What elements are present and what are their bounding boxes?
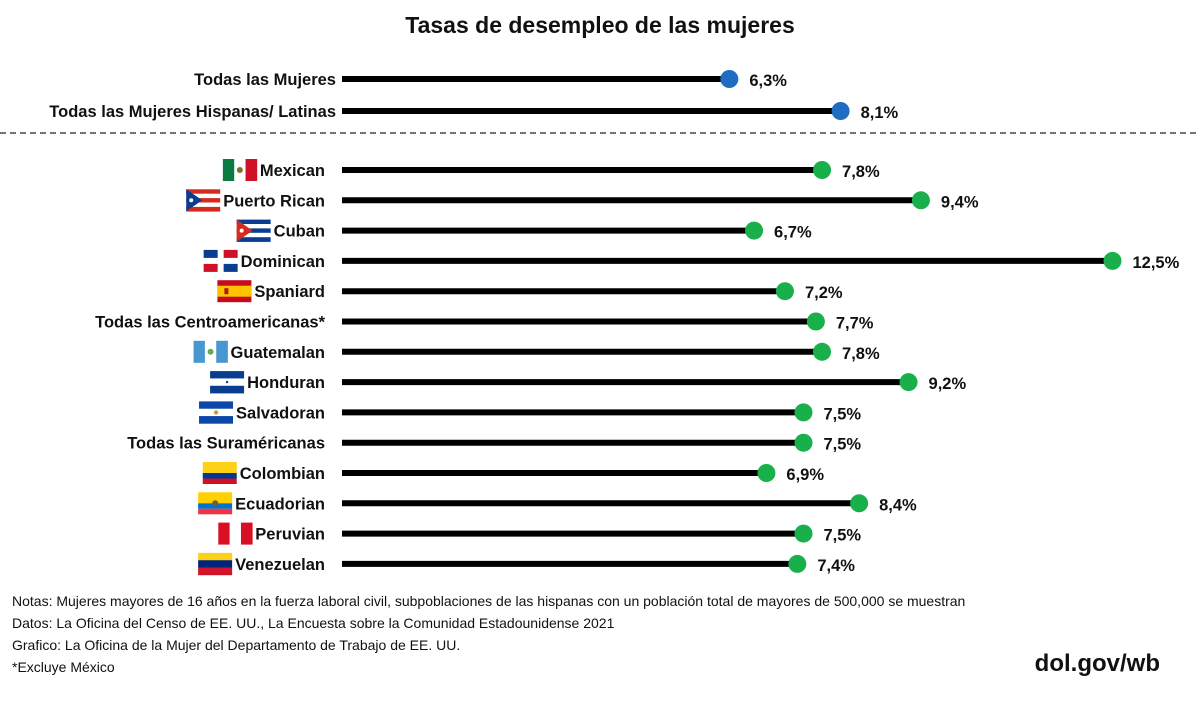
spain-flag-icon [217, 280, 252, 303]
row-honduran: Honduran 9,2% [210, 371, 967, 394]
data-point [806, 312, 825, 331]
data-label: 9,4% [941, 193, 979, 211]
data-label: 6,3% [749, 72, 787, 90]
data-point [757, 464, 776, 482]
data-label: 8,1% [861, 104, 899, 122]
data-label: 7,5% [824, 527, 862, 545]
brand-url: dol.gov/wb [1034, 650, 1160, 677]
data-label: 7,2% [805, 284, 843, 302]
venezuela-flag-icon [198, 552, 233, 576]
category-label: Cuban [274, 223, 325, 241]
honduras-flag-icon [210, 371, 245, 394]
peru-flag-icon [218, 522, 253, 545]
cuba-flag-icon [236, 219, 271, 242]
puerto-rico-flag-icon [186, 189, 221, 212]
note-notas: Notas: Mujeres mayores de 16 años en la … [12, 593, 966, 609]
row-venezuelan: Venezuelan 7,4% [198, 552, 855, 576]
row-dominican: Dominican 12,5% [203, 249, 1180, 272]
data-label: 7,8% [842, 345, 880, 363]
category-label: Salvadoran [236, 404, 325, 422]
category-label: Puerto Rican [223, 192, 325, 210]
row-salvadoran: Salvadoran 7,5% [199, 401, 862, 424]
row-ecuadorian: Ecuadorian 8,4% [198, 492, 917, 515]
row-todas-las-mujeres-hispanas-latinas: Todas las Mujeres Hispanas/ Latinas 8,1% [49, 102, 899, 122]
row-todas-las-suram-ricanas: Todas las Suraméricanas 7,5% [127, 433, 862, 454]
mexico-flag-icon [222, 159, 258, 181]
data-point [794, 403, 813, 422]
row-colombian: Colombian 6,9% [202, 462, 824, 484]
category-label: Ecuadorian [235, 495, 325, 513]
data-point [720, 70, 739, 88]
category-label: Venezuelan [235, 556, 325, 574]
data-point [775, 282, 794, 301]
data-point [850, 494, 869, 513]
data-label: 7,7% [836, 315, 874, 333]
note-datos: Datos: La Oficina del Censo de EE. UU., … [12, 615, 615, 631]
note-grafico: Grafico: La Oficina de la Mujer del Depa… [12, 637, 461, 653]
data-point [794, 524, 813, 543]
row-todas-las-centroamericanas-: Todas las Centroamericanas* 7,7% [95, 312, 874, 333]
chart-title: Tasas de desempleo de las mujeres [405, 12, 795, 38]
row-guatemalan: Guatemalan 7,8% [193, 340, 880, 363]
data-label: 7,5% [824, 436, 862, 454]
data-label: 8,4% [879, 496, 917, 514]
row-puerto-rican: Puerto Rican 9,4% [186, 189, 979, 212]
data-label: 12,5% [1133, 254, 1180, 272]
data-point [899, 373, 918, 392]
data-point [1103, 251, 1122, 270]
footnotes: Notas: Mujeres mayores de 16 años en la … [12, 590, 1162, 678]
row-todas-las-mujeres: Todas las Mujeres 6,3% [194, 70, 787, 90]
data-label: 7,8% [842, 163, 880, 181]
category-label: Colombian [240, 465, 325, 483]
category-label: Honduran [247, 374, 325, 392]
ecuador-flag-icon [198, 492, 233, 515]
category-label: Todas las Mujeres [194, 71, 336, 89]
category-label: Todas las Suraméricanas [127, 435, 325, 453]
category-label: Mexican [260, 162, 325, 180]
lollipop-chart: Todas las Mujeres 6,3% Todas las Mujeres H… [0, 70, 1200, 576]
data-label: 7,4% [817, 557, 855, 575]
row-peruvian: Peruvian 7,5% [218, 522, 862, 545]
row-mexican: Mexican 7,8% [222, 159, 880, 181]
category-label: Guatemalan [231, 344, 325, 362]
data-label: 7,5% [824, 405, 862, 423]
colombia-flag-icon [202, 462, 237, 484]
data-point [794, 433, 813, 452]
data-label: 9,2% [929, 375, 967, 393]
el-salvador-flag-icon [199, 401, 234, 424]
dominican-republic-flag-icon [203, 249, 238, 272]
category-label: Spaniard [254, 283, 325, 301]
data-point [831, 102, 850, 120]
note-excluye: *Excluye México [12, 659, 115, 675]
row-spaniard: Spaniard 7,2% [217, 280, 843, 303]
data-label: 6,9% [786, 466, 824, 484]
category-label: Peruvian [255, 526, 325, 544]
data-point [911, 191, 930, 210]
category-label: Dominican [241, 253, 325, 271]
category-label: Todas las Mujeres Hispanas/ Latinas [49, 103, 336, 121]
data-point [813, 342, 832, 361]
data-point [745, 221, 764, 240]
row-cuban: Cuban 6,7% [236, 219, 812, 242]
data-label: 6,7% [774, 224, 812, 242]
category-label: Todas las Centroamericanas* [95, 314, 325, 332]
data-point [813, 161, 832, 179]
guatemala-flag-icon [193, 340, 228, 363]
data-point [788, 554, 807, 573]
